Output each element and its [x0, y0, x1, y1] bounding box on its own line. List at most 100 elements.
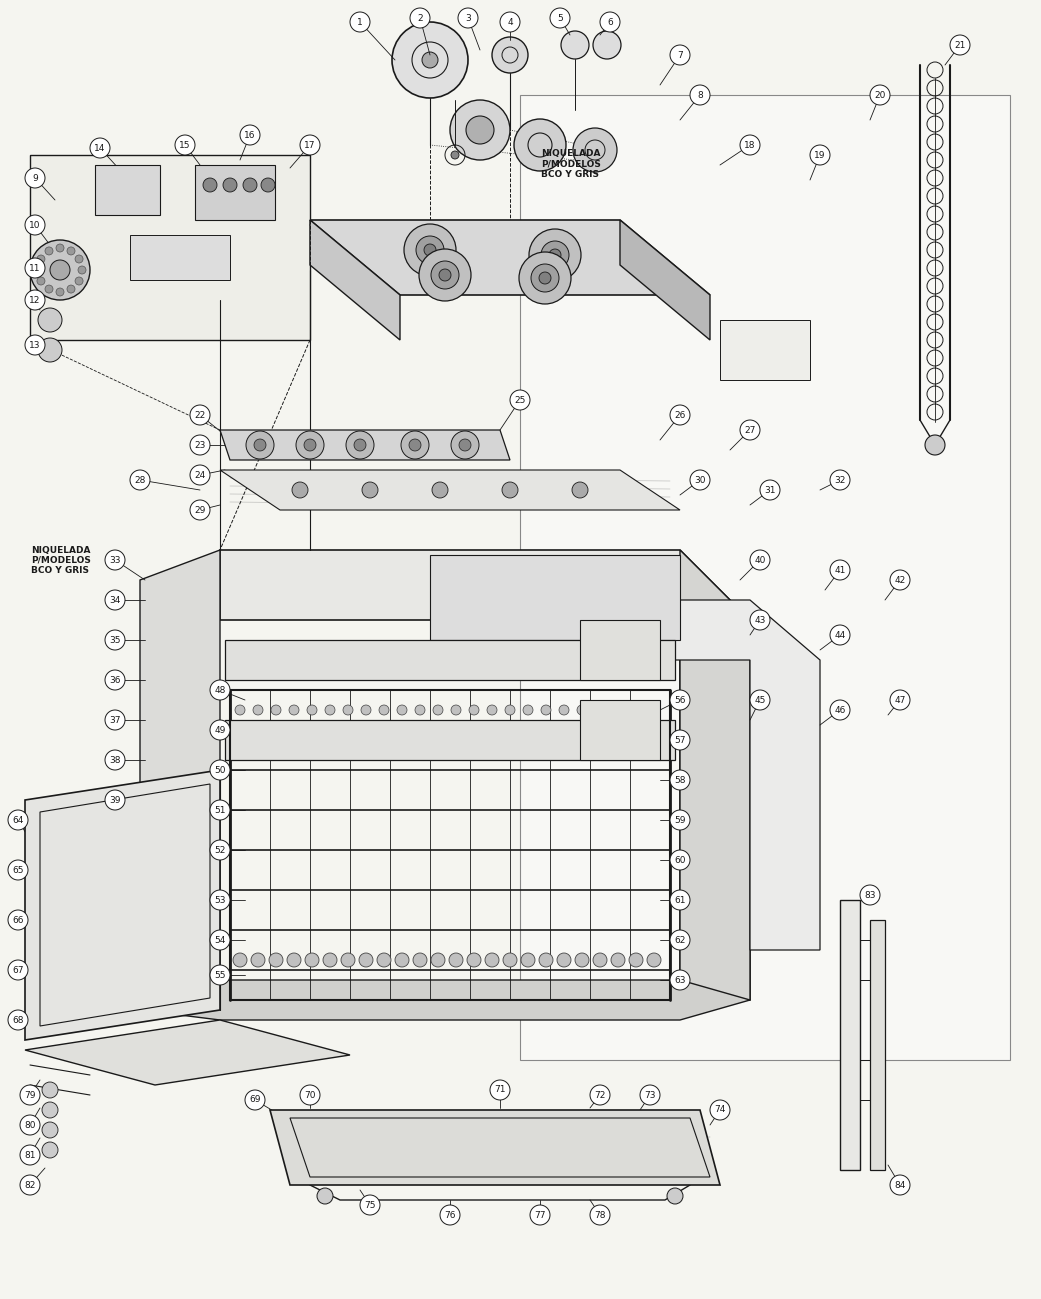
Text: 38: 38 — [109, 756, 121, 765]
Circle shape — [415, 705, 425, 714]
Circle shape — [253, 705, 263, 714]
Circle shape — [600, 12, 620, 32]
Circle shape — [629, 953, 643, 966]
Circle shape — [8, 960, 28, 979]
Circle shape — [529, 229, 581, 281]
Circle shape — [530, 1205, 550, 1225]
Polygon shape — [530, 600, 820, 950]
Circle shape — [246, 431, 274, 459]
Text: 65: 65 — [12, 865, 24, 874]
Circle shape — [289, 705, 299, 714]
Circle shape — [105, 750, 125, 770]
Circle shape — [670, 930, 690, 950]
Circle shape — [611, 953, 625, 966]
Circle shape — [36, 277, 45, 284]
Polygon shape — [310, 220, 400, 340]
Text: 15: 15 — [179, 140, 191, 149]
Text: 77: 77 — [534, 1211, 545, 1220]
Circle shape — [269, 953, 283, 966]
Text: 81: 81 — [24, 1151, 35, 1160]
Circle shape — [740, 135, 760, 155]
Circle shape — [362, 482, 378, 498]
Text: 26: 26 — [675, 410, 686, 420]
Circle shape — [431, 953, 445, 966]
Text: 13: 13 — [29, 340, 41, 349]
Text: 40: 40 — [755, 556, 766, 565]
Circle shape — [254, 439, 266, 451]
Text: 30: 30 — [694, 475, 706, 485]
Circle shape — [25, 168, 45, 188]
Circle shape — [593, 31, 621, 58]
Circle shape — [487, 705, 497, 714]
Text: 41: 41 — [834, 565, 845, 574]
Circle shape — [191, 435, 210, 455]
Circle shape — [432, 482, 448, 498]
Circle shape — [203, 178, 217, 192]
Text: 42: 42 — [894, 575, 906, 585]
Circle shape — [243, 178, 257, 192]
Circle shape — [541, 242, 569, 269]
Circle shape — [360, 1195, 380, 1215]
Circle shape — [950, 35, 970, 55]
Text: 79: 79 — [24, 1090, 35, 1099]
Text: 11: 11 — [29, 264, 41, 273]
Bar — [580, 700, 660, 760]
Bar — [840, 900, 860, 1170]
Circle shape — [318, 1189, 333, 1204]
Circle shape — [690, 84, 710, 105]
Circle shape — [377, 953, 391, 966]
Text: 31: 31 — [764, 486, 776, 495]
Circle shape — [593, 953, 607, 966]
Text: 56: 56 — [675, 695, 686, 704]
Circle shape — [105, 549, 125, 570]
Circle shape — [450, 100, 510, 160]
Text: 4: 4 — [507, 17, 513, 26]
Text: 52: 52 — [214, 846, 226, 855]
Text: 54: 54 — [214, 935, 226, 944]
Polygon shape — [225, 720, 675, 760]
Circle shape — [830, 560, 850, 579]
Circle shape — [424, 244, 436, 256]
Circle shape — [466, 116, 494, 144]
Circle shape — [523, 705, 533, 714]
Circle shape — [300, 135, 320, 155]
Circle shape — [175, 135, 195, 155]
Circle shape — [20, 1176, 40, 1195]
Text: 46: 46 — [834, 705, 845, 714]
Circle shape — [67, 247, 75, 255]
Circle shape — [25, 335, 45, 355]
Bar — [580, 620, 660, 679]
Text: 14: 14 — [95, 143, 106, 152]
Text: 44: 44 — [835, 630, 845, 639]
Circle shape — [361, 705, 371, 714]
Circle shape — [354, 439, 366, 451]
Text: 82: 82 — [24, 1181, 35, 1190]
Text: 21: 21 — [955, 40, 966, 49]
Circle shape — [418, 249, 471, 301]
Circle shape — [56, 288, 64, 296]
Text: 57: 57 — [675, 735, 686, 744]
Polygon shape — [620, 220, 710, 340]
Circle shape — [341, 953, 355, 966]
Circle shape — [379, 705, 389, 714]
Circle shape — [439, 269, 451, 281]
Circle shape — [459, 439, 471, 451]
Circle shape — [500, 12, 520, 32]
Circle shape — [42, 1142, 58, 1157]
Circle shape — [505, 705, 515, 714]
Circle shape — [404, 223, 456, 275]
Text: 64: 64 — [12, 816, 24, 825]
Circle shape — [577, 705, 587, 714]
Circle shape — [305, 953, 319, 966]
Circle shape — [557, 953, 572, 966]
Circle shape — [223, 178, 237, 192]
Circle shape — [45, 247, 53, 255]
Polygon shape — [220, 470, 680, 511]
Text: 39: 39 — [109, 795, 121, 804]
Text: 2: 2 — [417, 13, 423, 22]
Circle shape — [401, 431, 429, 459]
Circle shape — [490, 1079, 510, 1100]
Text: 12: 12 — [29, 295, 41, 304]
Circle shape — [670, 890, 690, 911]
Circle shape — [210, 890, 230, 911]
